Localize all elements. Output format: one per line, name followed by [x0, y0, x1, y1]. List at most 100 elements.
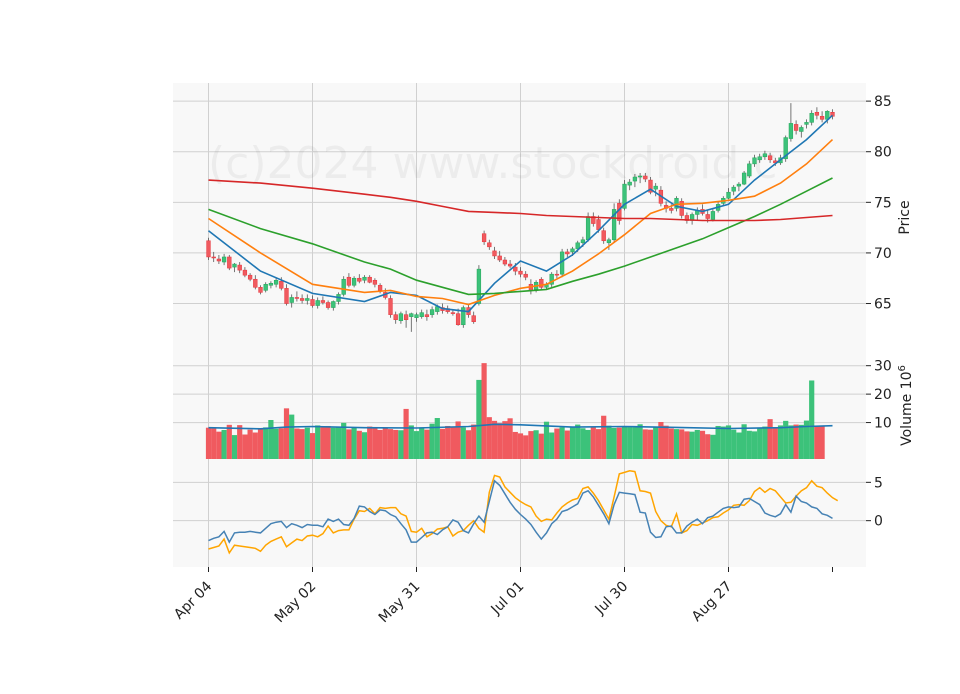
candle — [372, 278, 378, 288]
candle — [731, 185, 736, 196]
candle — [487, 239, 492, 250]
candle-body — [284, 288, 289, 304]
candle — [429, 306, 435, 318]
volume-bar — [231, 435, 238, 459]
candle-body — [263, 284, 268, 291]
candle-body — [736, 183, 742, 187]
candle-body — [492, 250, 497, 257]
candle-body — [346, 276, 352, 286]
volume-bar — [621, 425, 628, 459]
volume-bar — [788, 425, 794, 459]
candle-body — [455, 313, 461, 326]
candle-body — [393, 314, 398, 320]
volume-bar — [289, 414, 295, 459]
volume-bar — [434, 418, 440, 459]
candle-body — [310, 299, 315, 306]
volume-bar — [606, 425, 612, 459]
volume-bar — [361, 432, 368, 459]
candle-body — [315, 300, 320, 306]
candle-body — [206, 240, 211, 258]
volume-average-line — [208, 423, 833, 430]
volume-bar — [580, 428, 586, 459]
volume-bar — [533, 430, 539, 459]
volume-bar — [777, 425, 784, 459]
candle — [455, 308, 461, 326]
candle — [414, 312, 419, 322]
candle — [367, 275, 372, 284]
candle-body — [476, 268, 482, 304]
candle-body — [575, 242, 580, 250]
watermark-text: (c)2024 www.stockdroid.c — [208, 138, 777, 189]
volume-bar — [252, 432, 258, 459]
volume-bar — [439, 428, 446, 459]
price-y-tick-label: 80 — [874, 145, 892, 161]
volume-bar — [382, 427, 388, 459]
candle — [793, 120, 799, 135]
candle — [767, 152, 773, 163]
volume-bar — [502, 421, 508, 459]
volume-bar — [595, 429, 602, 459]
candle-body — [424, 314, 430, 317]
volume-bar — [507, 418, 513, 459]
candle-body — [549, 273, 554, 285]
candle — [643, 172, 648, 183]
volume-bar — [575, 424, 581, 459]
volume-bar — [762, 426, 768, 459]
candle-body — [414, 314, 419, 318]
candle-body — [539, 278, 544, 288]
candle-body — [580, 239, 586, 244]
volume-bar — [585, 429, 591, 459]
volume-bar — [699, 430, 706, 459]
volume-bar — [419, 427, 425, 459]
candle-body — [570, 248, 575, 253]
volume-bar — [393, 429, 399, 459]
candle-body — [211, 256, 216, 259]
candle — [799, 125, 804, 138]
volume-y-tick-label: 20 — [874, 387, 892, 403]
volume-bar — [408, 425, 414, 459]
candle-body — [819, 116, 825, 120]
volume-bar — [346, 429, 352, 459]
volume-bar — [564, 430, 570, 459]
candle — [601, 227, 606, 244]
candle — [221, 253, 227, 266]
candle — [637, 172, 643, 184]
volume-bar — [736, 432, 742, 459]
candle-body — [372, 279, 378, 285]
candle-body — [279, 281, 284, 289]
candle-body — [606, 239, 612, 244]
volume-bar — [315, 425, 321, 459]
volume-bar — [767, 419, 773, 459]
candle — [253, 275, 258, 290]
macd-y-tick-label: 0 — [874, 514, 883, 530]
volume-bar — [294, 428, 300, 459]
candle — [351, 276, 357, 288]
moving-average-line — [208, 177, 833, 296]
volume-bar — [237, 425, 243, 459]
volume-bar — [471, 424, 477, 459]
candle — [591, 212, 596, 227]
volume-bar — [637, 424, 643, 459]
volume-bar — [221, 429, 227, 459]
volume-bar — [741, 424, 747, 459]
volume-bar — [299, 429, 305, 459]
candle-body — [232, 263, 237, 268]
macd-signal-line — [208, 470, 839, 555]
moving-average-line — [208, 114, 834, 313]
candle — [539, 277, 544, 291]
candle-body — [216, 258, 222, 262]
candle — [606, 237, 612, 250]
volume-bar — [601, 415, 607, 459]
volume-bar — [653, 427, 659, 459]
x-tick-label: Aug 27 — [689, 579, 735, 625]
volume-bar — [465, 430, 472, 459]
x-tick-label: Jul 01 — [488, 579, 528, 619]
candle-body — [814, 112, 820, 116]
candle-body — [450, 312, 456, 314]
volume-bar — [684, 431, 690, 459]
volume-axis-label: Volume 106 — [897, 365, 915, 446]
candle — [502, 256, 508, 267]
volume-bar — [377, 429, 383, 459]
x-tick-label: May 02 — [272, 579, 320, 627]
candle — [393, 311, 398, 324]
